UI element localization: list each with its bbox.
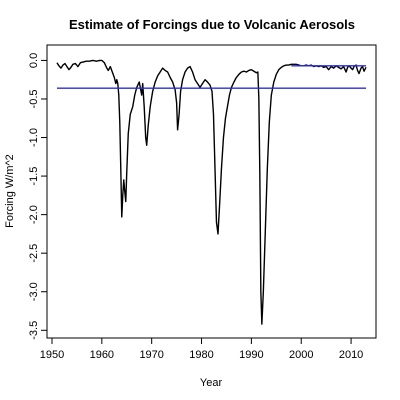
y-tick-label-6: -3.0 (28, 282, 40, 301)
y-tick-label-2: -1.0 (28, 128, 40, 147)
x-tick-label-1970: 1970 (139, 349, 163, 361)
chart-title: Estimate of Forcings due to Volcanic Aer… (69, 17, 355, 32)
series-layer (56, 59, 367, 325)
y-tick-label-4: -2.0 (28, 205, 40, 224)
y-axis-title: Forcing W/m^2 (4, 154, 16, 228)
x-tick-label-2000: 2000 (289, 349, 313, 361)
x-axis-title: Year (200, 377, 223, 389)
x-tick-label-1980: 1980 (189, 349, 213, 361)
y-axis: 0.0 -0.5 -1.0 -1.5 -2.0 -2.5 -3.0 -3.5 (28, 53, 47, 340)
y-tick-label-3: -1.5 (28, 167, 40, 186)
x-tick-label-1950: 1950 (40, 349, 64, 361)
x-tick-label-1960: 1960 (90, 349, 114, 361)
y-tick-label-5: -2.5 (28, 244, 40, 263)
y-tick-label-7: -3.5 (28, 321, 40, 340)
x-tick-label-2010: 2010 (339, 349, 363, 361)
series-line-0 (56, 59, 367, 325)
y-tick-label-0: 0.0 (28, 53, 40, 68)
x-axis: 1950 1960 1970 1980 1990 2000 2010 (40, 338, 363, 361)
y-tick-label-1: -0.5 (28, 89, 40, 108)
x-tick-label-1990: 1990 (239, 349, 263, 361)
plot-frame (46, 44, 377, 339)
